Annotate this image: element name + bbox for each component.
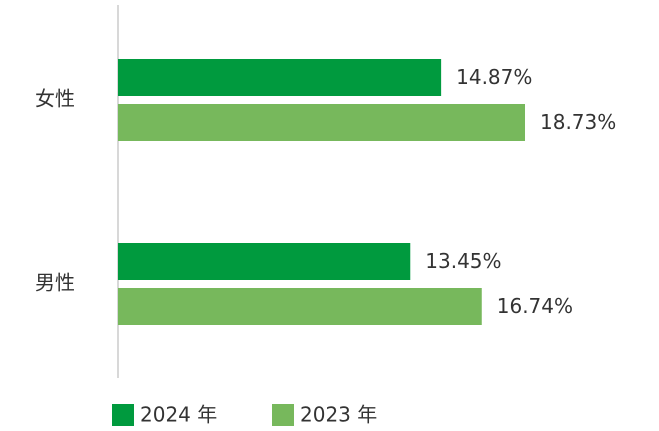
legend-label: 2023 年 <box>300 403 377 427</box>
bar <box>118 243 411 280</box>
category-label: 男性 <box>35 271 75 295</box>
category-label: 女性 <box>35 87 75 111</box>
value-label: 18.73% <box>540 110 616 134</box>
value-label: 16.74% <box>497 294 573 318</box>
value-label: 13.45% <box>425 249 501 273</box>
legend-label: 2024 年 <box>140 403 217 427</box>
legend-swatch <box>272 404 294 426</box>
bar <box>118 104 526 141</box>
value-label: 14.87% <box>456 65 532 89</box>
bar <box>118 288 482 325</box>
legend-swatch <box>112 404 134 426</box>
bar <box>118 59 442 96</box>
